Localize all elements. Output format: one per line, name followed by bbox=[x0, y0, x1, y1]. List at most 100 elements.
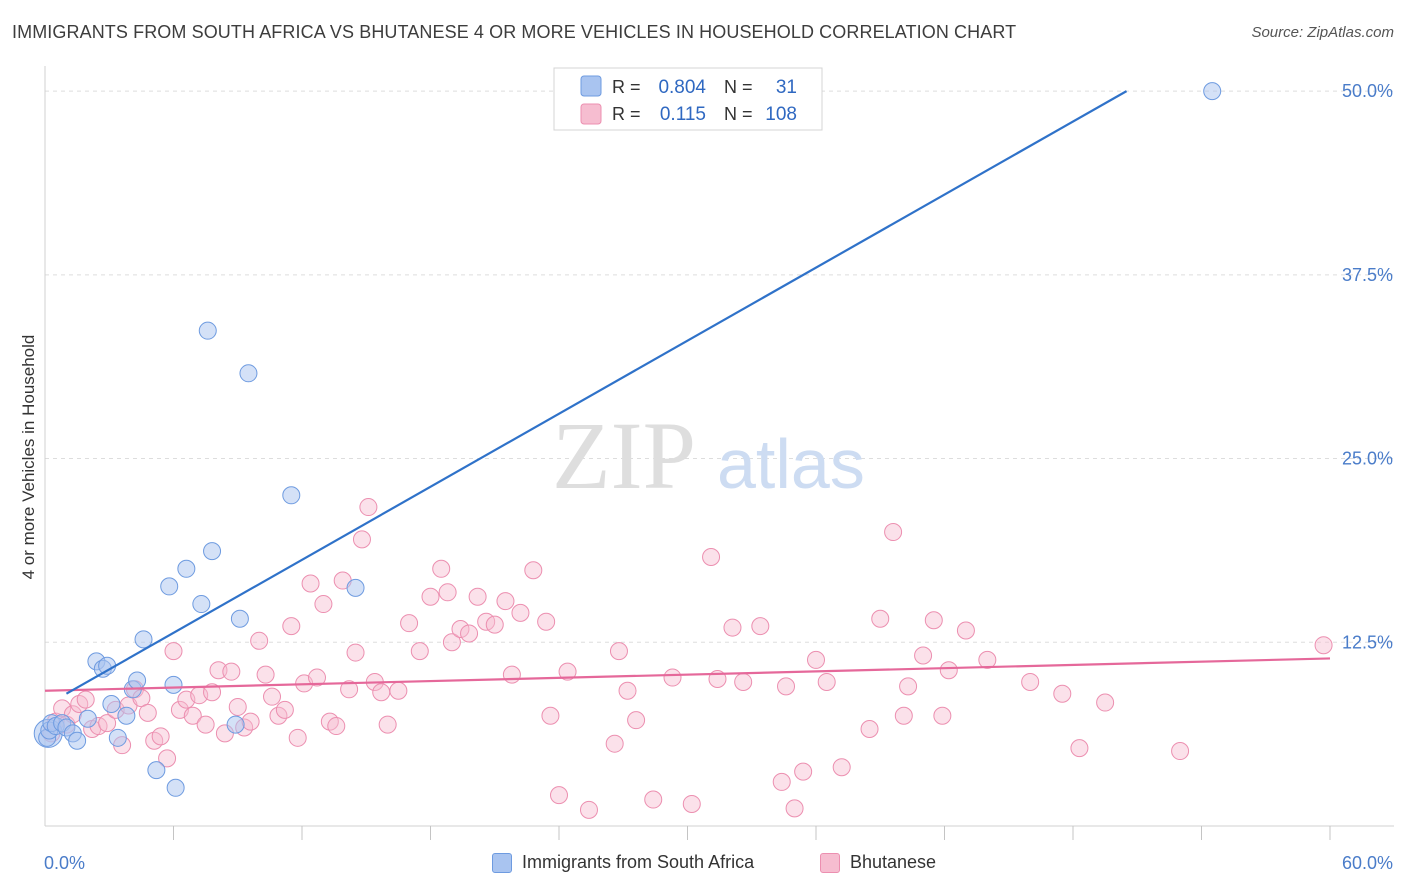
bhutanese-point bbox=[807, 650, 825, 669]
bottom-legend-swatch-bhutanese bbox=[820, 852, 840, 873]
bhutanese-point bbox=[832, 758, 851, 777]
bhutanese-point bbox=[794, 762, 813, 781]
bhutanese-point bbox=[871, 609, 890, 628]
south-africa-points bbox=[33, 82, 1222, 797]
bhutanese-point bbox=[222, 662, 241, 681]
watermark: ZIP atlas bbox=[552, 402, 865, 509]
legend-r-label-bhutanese: R = bbox=[612, 104, 641, 124]
south-africa-point bbox=[147, 761, 166, 780]
stats-legend: R = 0.804 N = 31 R = 0.115 N = 108 bbox=[553, 67, 823, 131]
bhutanese-point bbox=[894, 706, 913, 725]
bhutanese-point bbox=[978, 650, 997, 669]
bhutanese-point bbox=[203, 683, 222, 702]
bhutanese-point bbox=[250, 631, 269, 650]
bhutanese-point bbox=[372, 683, 391, 702]
bottom-legend-bhutanese: Bhutanese bbox=[820, 852, 936, 873]
bhutanese-point bbox=[314, 595, 333, 614]
bhutanese-point bbox=[785, 799, 804, 818]
bhutanese-point bbox=[209, 661, 228, 680]
x-tick-label-max: 60.0% bbox=[1342, 853, 1393, 873]
bottom-legend-swatch-south-africa bbox=[492, 852, 512, 873]
bhutanese-point bbox=[442, 633, 461, 652]
bhutanese-point bbox=[158, 749, 177, 768]
bhutanese-points bbox=[42, 498, 1333, 819]
tick-labels: 12.5% 25.0% 37.5% 50.0% 0.0% 60.0% bbox=[44, 81, 1393, 873]
bhutanese-point bbox=[956, 621, 975, 640]
bhutanese-point bbox=[605, 734, 624, 753]
bhutanese-point bbox=[1171, 742, 1190, 761]
bhutanese-point bbox=[228, 697, 247, 716]
south-africa-point bbox=[192, 595, 211, 614]
y-tick-label: 50.0% bbox=[1342, 81, 1393, 101]
south-africa-point bbox=[68, 731, 87, 750]
bhutanese-point bbox=[301, 574, 320, 593]
bhutanese-point bbox=[644, 790, 663, 809]
bhutanese-point bbox=[914, 646, 933, 665]
bhutanese-point bbox=[772, 772, 791, 791]
chart-title: IMMIGRANTS FROM SOUTH AFRICA VS BHUTANES… bbox=[12, 22, 1017, 42]
south-africa-point bbox=[198, 321, 217, 340]
bhutanese-point bbox=[537, 612, 556, 631]
south-africa-point bbox=[166, 778, 185, 797]
bhutanese-point bbox=[933, 706, 952, 725]
bhutanese-point bbox=[196, 715, 215, 734]
bhutanese-point bbox=[702, 548, 721, 567]
south-africa-point bbox=[164, 675, 183, 694]
bhutanese-point bbox=[460, 624, 479, 643]
bhutanese-point bbox=[884, 523, 903, 542]
legend-r-label-south-africa: R = bbox=[612, 77, 641, 97]
bhutanese-point bbox=[485, 615, 504, 634]
south-africa-point bbox=[108, 728, 127, 747]
south-africa-point bbox=[203, 542, 222, 561]
bhutanese-point bbox=[307, 668, 326, 687]
south-africa-point bbox=[117, 706, 136, 725]
bhutanese-point bbox=[256, 665, 275, 684]
bhutanese-point bbox=[76, 690, 95, 709]
bhutanese-point bbox=[183, 706, 202, 725]
trend-lines bbox=[44, 90, 1331, 695]
bhutanese-point bbox=[860, 719, 879, 738]
bhutanese-point bbox=[618, 681, 637, 700]
south-africa-point bbox=[134, 630, 153, 649]
bhutanese-point bbox=[939, 661, 958, 680]
bhutanese-point bbox=[451, 620, 470, 639]
bhutanese-point bbox=[138, 703, 157, 722]
bhutanese-point bbox=[924, 611, 943, 630]
bhutanese-point bbox=[421, 587, 440, 606]
bottom-legend: Immigrants from South Africa Bhutanese bbox=[0, 852, 1406, 878]
bhutanese-point bbox=[241, 712, 260, 731]
y-tick-label: 12.5% bbox=[1342, 632, 1393, 652]
bhutanese-point bbox=[579, 800, 598, 819]
legend-r-value-south-africa: 0.804 bbox=[658, 77, 706, 98]
south-africa-point bbox=[177, 559, 196, 578]
bhutanese-point bbox=[288, 728, 307, 747]
legend-n-value-bhutanese: 108 bbox=[765, 104, 797, 125]
bhutanese-point bbox=[151, 727, 170, 746]
bhutanese-point bbox=[389, 681, 408, 700]
south-africa-point bbox=[102, 695, 121, 714]
bhutanese-point bbox=[275, 700, 294, 719]
bhutanese-point bbox=[438, 583, 457, 602]
bhutanese-point bbox=[378, 715, 397, 734]
bhutanese-point bbox=[609, 642, 628, 661]
bhutanese-point bbox=[263, 687, 282, 706]
y-tick-label: 25.0% bbox=[1342, 449, 1393, 469]
south-africa-point bbox=[128, 671, 147, 690]
legend-n-label-bhutanese: N = bbox=[724, 104, 753, 124]
legend-r-value-bhutanese: 0.115 bbox=[660, 104, 706, 125]
bhutanese-point bbox=[663, 668, 682, 687]
bhutanese-point bbox=[432, 559, 451, 578]
bhutanese-point bbox=[346, 643, 365, 662]
x-tick-label-min: 0.0% bbox=[44, 853, 85, 873]
bhutanese-point bbox=[734, 672, 753, 691]
bhutanese-point bbox=[1021, 672, 1040, 691]
bhutanese-point bbox=[751, 617, 770, 636]
bhutanese-point bbox=[524, 561, 543, 580]
south-africa-point bbox=[160, 577, 179, 596]
watermark-atlas: atlas bbox=[717, 425, 865, 503]
bhutanese-point bbox=[899, 677, 918, 696]
bhutanese-point bbox=[1314, 636, 1333, 655]
y-axis-label: 4 or more Vehicles in Household bbox=[19, 335, 38, 580]
legend-n-label-south-africa: N = bbox=[724, 77, 753, 97]
